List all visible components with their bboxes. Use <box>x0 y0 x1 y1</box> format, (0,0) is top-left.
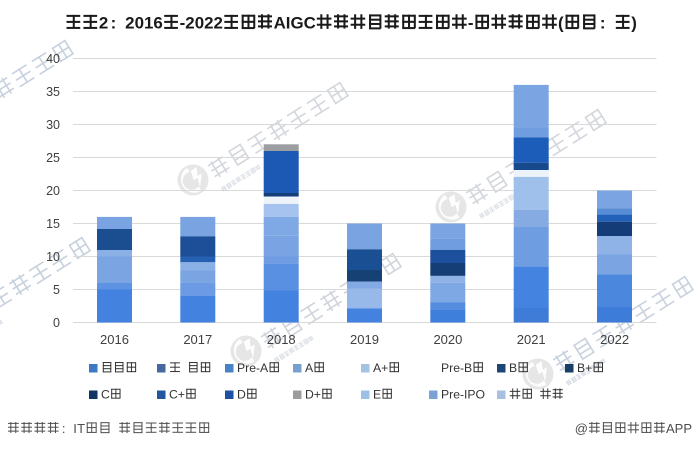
svg-text:5: 5 <box>53 283 60 297</box>
svg-text::: : <box>62 421 66 436</box>
svg-text:A: A <box>305 361 314 375</box>
svg-text:30: 30 <box>46 118 60 132</box>
svg-text:B+: B+ <box>577 361 592 375</box>
svg-text:Pre-A: Pre-A <box>237 361 269 375</box>
svg-text:-: - <box>180 14 186 33</box>
svg-text:@: @ <box>575 421 588 436</box>
svg-text:E: E <box>373 388 381 402</box>
svg-text:IT: IT <box>73 421 85 436</box>
svg-text:40: 40 <box>46 52 60 66</box>
svg-text:C: C <box>101 388 110 402</box>
svg-text:AIGC: AIGC <box>274 14 316 33</box>
svg-text:Pre-IPO: Pre-IPO <box>441 388 485 402</box>
svg-text:0: 0 <box>53 316 60 330</box>
svg-text:2017: 2017 <box>183 332 212 347</box>
svg-text::: : <box>600 14 606 33</box>
svg-text:15: 15 <box>46 217 60 231</box>
svg-text:B: B <box>509 361 517 375</box>
svg-text:25: 25 <box>46 151 60 165</box>
svg-text:): ) <box>631 14 637 33</box>
svg-text:A+: A+ <box>373 361 388 375</box>
svg-text:2: 2 <box>99 14 108 33</box>
svg-text:2016: 2016 <box>100 332 129 347</box>
svg-text:Pre-B: Pre-B <box>441 361 472 375</box>
svg-text:10: 10 <box>46 250 60 264</box>
svg-text:-: - <box>468 14 474 33</box>
svg-text:35: 35 <box>46 85 60 99</box>
svg-text:APP: APP <box>666 421 692 436</box>
svg-text:D: D <box>237 388 246 402</box>
svg-text:20: 20 <box>46 184 60 198</box>
svg-text:(: ( <box>558 14 564 33</box>
svg-text:2019: 2019 <box>350 332 379 347</box>
svg-text:2022: 2022 <box>600 332 629 347</box>
svg-text:2021: 2021 <box>517 332 546 347</box>
svg-text:2018: 2018 <box>267 332 296 347</box>
svg-text:D+: D+ <box>305 388 321 402</box>
svg-text::: : <box>111 14 117 33</box>
svg-text:C+: C+ <box>169 388 185 402</box>
svg-text:2016: 2016 <box>125 14 163 33</box>
svg-text:2020: 2020 <box>433 332 462 347</box>
svg-text:2022: 2022 <box>185 14 223 33</box>
